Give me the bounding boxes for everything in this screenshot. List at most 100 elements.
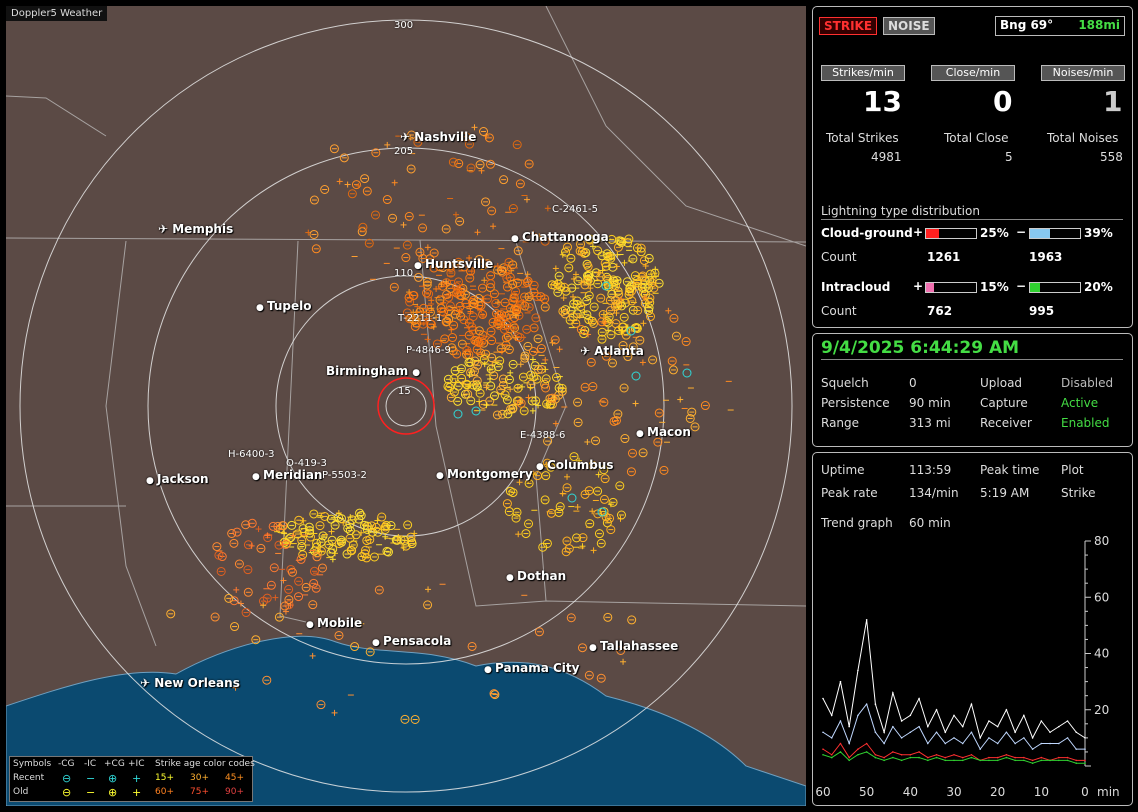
strike-marker bbox=[447, 343, 457, 353]
trend-point bbox=[988, 756, 990, 759]
strike-marker bbox=[517, 299, 527, 309]
cg-positive-bar bbox=[925, 228, 977, 239]
strike-marker bbox=[576, 239, 586, 249]
strike-marker bbox=[423, 600, 433, 610]
strike-marker bbox=[449, 387, 459, 397]
strike-marker bbox=[597, 317, 607, 327]
lightning-map[interactable]: Doppler5 Weather 300 205 110 15 ✈ Nashville… bbox=[6, 6, 806, 806]
strike-marker bbox=[364, 238, 374, 248]
strike-marker bbox=[280, 601, 290, 611]
bearing-value: Bng 69° bbox=[1000, 18, 1054, 32]
strike-marker bbox=[308, 600, 318, 610]
strike-marker bbox=[511, 513, 521, 523]
trend-point bbox=[839, 742, 842, 745]
strike-marker bbox=[414, 272, 424, 282]
trend-point bbox=[1049, 742, 1051, 745]
trend-point bbox=[909, 756, 912, 759]
recent-strike-marker bbox=[682, 368, 692, 378]
city-name: Pensacola bbox=[383, 634, 452, 648]
strike-marker bbox=[251, 635, 261, 645]
strike-marker bbox=[472, 376, 482, 386]
storm-cell-label[interactable]: H-6400-3 bbox=[228, 449, 275, 460]
strike-marker bbox=[464, 330, 474, 340]
strike-marker bbox=[519, 406, 529, 416]
strike-marker bbox=[523, 276, 533, 286]
strike-marker bbox=[463, 389, 473, 399]
airport-icon: ✈ bbox=[158, 222, 173, 236]
legend-recent-age-3: 45+ bbox=[225, 773, 244, 783]
strike-marker bbox=[464, 357, 474, 367]
strike-marker bbox=[591, 436, 601, 446]
storm-cell-label[interactable]: C-2461-5 bbox=[552, 204, 599, 215]
ic-count-label: Count bbox=[821, 304, 857, 318]
trend-point bbox=[1031, 737, 1034, 739]
strike-marker bbox=[457, 339, 467, 349]
strike-marker bbox=[529, 288, 539, 298]
strike-marker bbox=[496, 310, 506, 320]
strike-marker bbox=[540, 495, 550, 505]
trend-point bbox=[1040, 759, 1043, 762]
storm-cell-label[interactable]: P-5503-2 bbox=[322, 470, 367, 481]
trend-point bbox=[1066, 737, 1069, 739]
strike-marker bbox=[582, 310, 592, 320]
trend-value[interactable]: 60 min bbox=[909, 516, 951, 530]
strike-marker bbox=[550, 335, 560, 345]
city-memphis: ✈ Memphis bbox=[158, 222, 233, 236]
strike-marker bbox=[639, 256, 649, 266]
strike-marker bbox=[576, 324, 586, 334]
strike-marker bbox=[653, 437, 663, 447]
strike-marker bbox=[580, 326, 590, 336]
strike-marker bbox=[334, 630, 344, 640]
strike-marker bbox=[383, 547, 393, 557]
strike-marker bbox=[690, 422, 700, 432]
trend-point bbox=[935, 756, 938, 759]
strike-marker bbox=[635, 335, 645, 345]
distribution-title: Lightning type distribution bbox=[821, 204, 980, 218]
storm-cell-label[interactable]: T-2211-1 bbox=[398, 313, 443, 324]
strike-marker bbox=[243, 540, 253, 550]
strike-marker bbox=[380, 522, 390, 532]
trend-point bbox=[1040, 742, 1043, 745]
strike-marker bbox=[487, 336, 497, 346]
strike-marker bbox=[329, 144, 339, 154]
range-ring bbox=[147, 147, 665, 665]
peak-rate-value: 134/min bbox=[909, 486, 959, 500]
strike-marker bbox=[488, 317, 498, 327]
strike-marker bbox=[294, 515, 304, 525]
strike-tab[interactable]: STRIKE bbox=[819, 17, 878, 35]
strike-marker bbox=[605, 513, 615, 523]
storm-cell-label[interactable]: E-4388-6 bbox=[520, 430, 566, 441]
city-name: Mobile bbox=[317, 616, 363, 630]
noise-tab[interactable]: NOISE bbox=[883, 17, 935, 35]
range-ring-label: 15 bbox=[398, 386, 411, 397]
legend-col-neg-cg: -CG bbox=[58, 759, 75, 769]
trend-point bbox=[1084, 748, 1086, 750]
city-dot-icon: ● bbox=[511, 234, 522, 244]
strike-marker bbox=[529, 372, 539, 382]
strike-marker bbox=[410, 322, 420, 332]
strike-marker bbox=[510, 323, 520, 333]
storm-cell-label[interactable]: P-4846-9 bbox=[406, 345, 451, 356]
strike-marker bbox=[644, 303, 654, 313]
storm-cell-label[interactable]: O-419-3 bbox=[286, 458, 327, 469]
ic-positive-pct: 15% bbox=[980, 280, 1009, 294]
city-name: Macon bbox=[647, 425, 691, 439]
strike-marker bbox=[508, 296, 518, 306]
city-name: Tallahassee bbox=[600, 639, 679, 653]
strike-marker bbox=[402, 308, 412, 318]
strike-marker bbox=[623, 352, 633, 362]
recent-strike-marker bbox=[471, 406, 481, 416]
trend-point bbox=[1075, 762, 1078, 764]
strike-marker bbox=[453, 396, 463, 406]
strike-marker bbox=[426, 319, 436, 329]
city-jackson: ● Jackson bbox=[146, 472, 209, 486]
brand-label: Doppler5 Weather bbox=[6, 6, 108, 21]
strike-marker bbox=[280, 537, 290, 547]
strike-marker bbox=[566, 613, 576, 623]
trend-point bbox=[865, 751, 868, 753]
strike-marker bbox=[508, 403, 518, 413]
strike-marker bbox=[534, 627, 544, 637]
strike-marker bbox=[533, 334, 543, 344]
persistence-label: Persistence bbox=[821, 396, 890, 410]
plot-value[interactable]: Strike bbox=[1061, 486, 1096, 500]
